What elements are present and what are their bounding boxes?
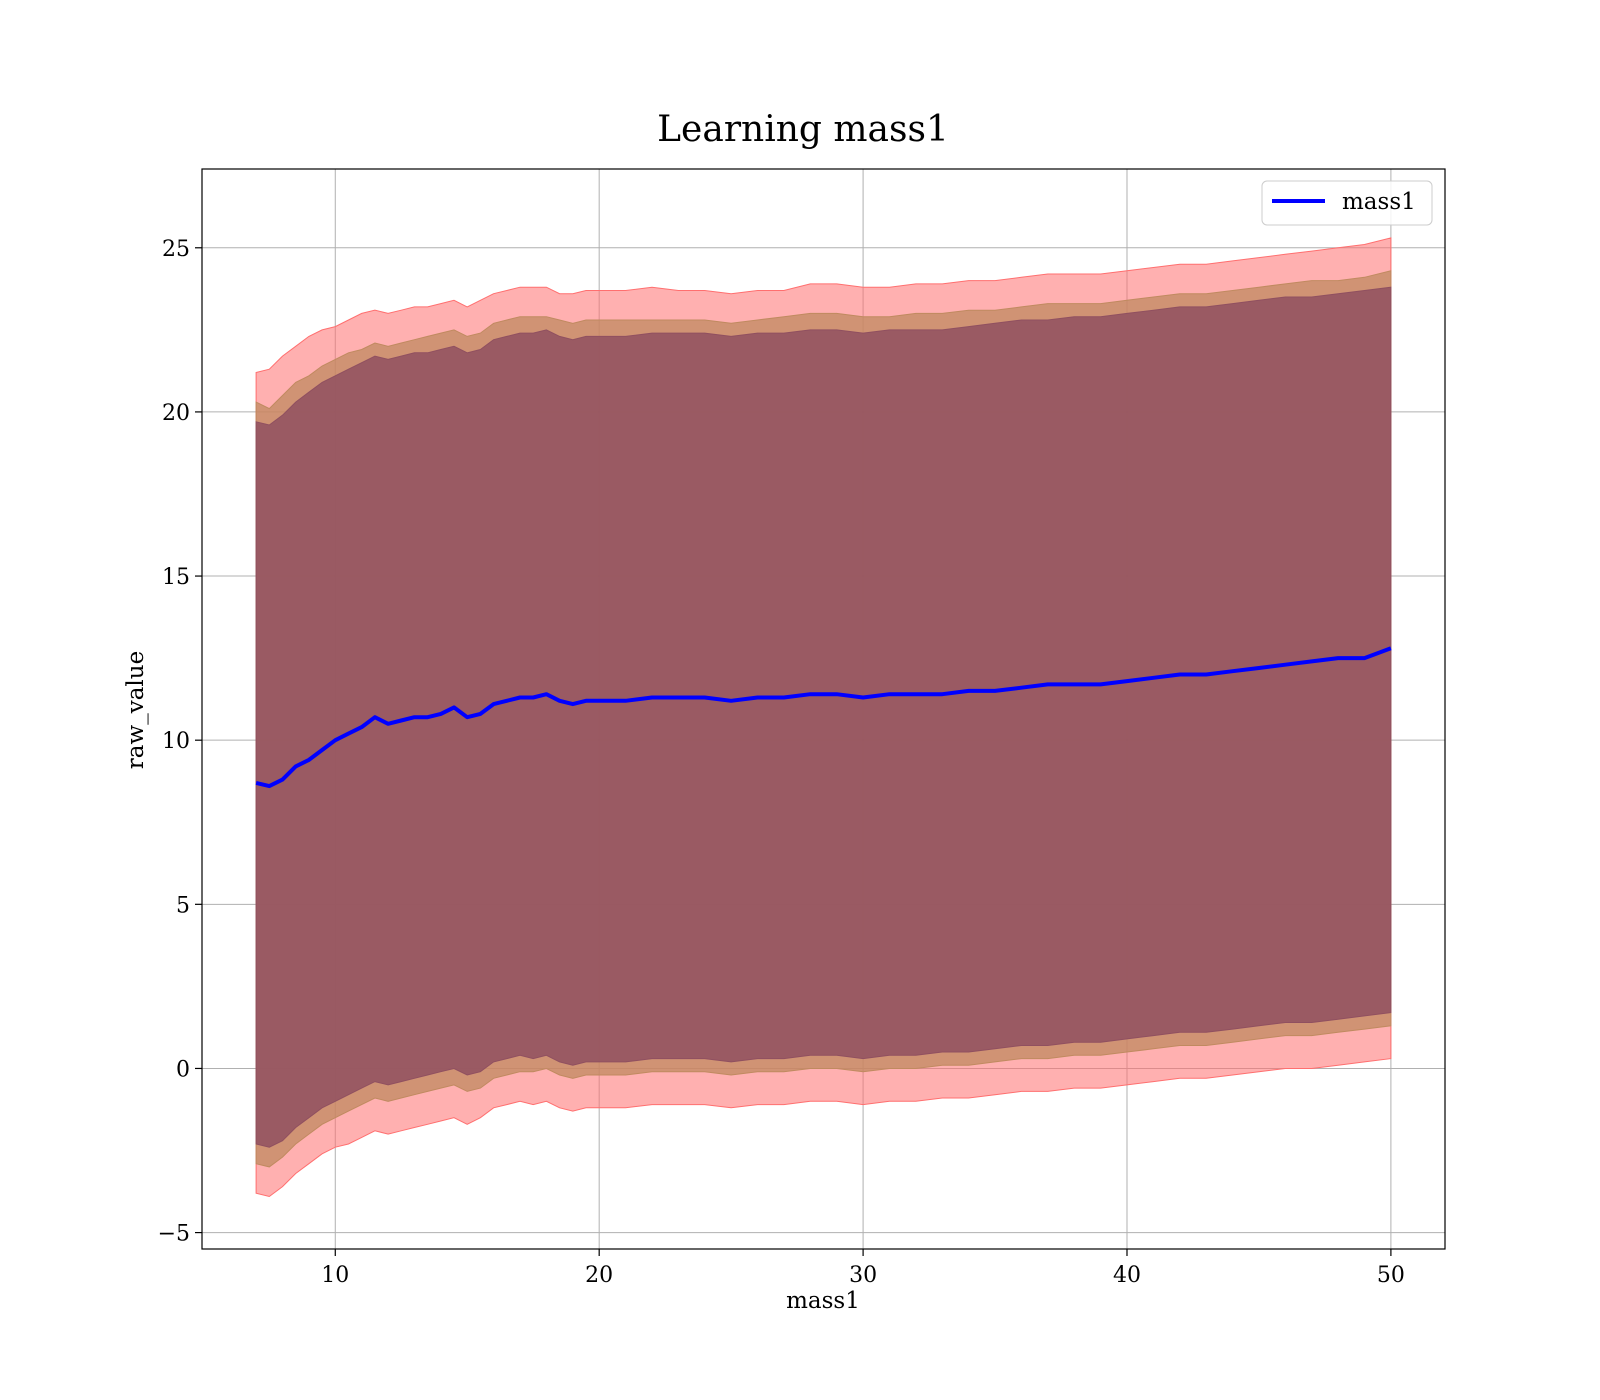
legend-box (1261, 180, 1433, 226)
y-tick-label: 10 (162, 729, 190, 754)
x-axis-label: mass1 (786, 1288, 860, 1314)
x-tick-label: 50 (1377, 1263, 1405, 1288)
confidence-bands (255, 237, 1392, 1198)
y-tick-label: −5 (158, 1222, 190, 1247)
series-lines (255, 646, 1392, 789)
y-tick-label: 5 (176, 893, 190, 918)
x-tick-label: 40 (1113, 1263, 1141, 1288)
legend-label-mass1: mass1 (1342, 189, 1416, 215)
series-line-mass1 (255, 646, 1392, 789)
legend: mass1 (1261, 180, 1433, 226)
y-tick-label: 25 (162, 237, 190, 262)
y-axis-ticks: −5 0 5 10 15 20 25 (158, 237, 202, 1247)
x-axis-ticks: 10 20 30 40 50 (321, 1249, 1405, 1288)
plot-area (201, 168, 1446, 1250)
y-axis-label: raw_value (123, 651, 149, 769)
confidence-band-3 (255, 286, 1392, 1148)
y-tick-label: 20 (162, 401, 190, 426)
x-tick-label: 30 (849, 1263, 877, 1288)
y-tick-label: 0 (176, 1057, 190, 1082)
plot-frame (201, 168, 1446, 1250)
x-tick-label: 10 (321, 1263, 349, 1288)
y-tick-label: 15 (162, 565, 190, 590)
x-tick-label: 20 (585, 1263, 613, 1288)
chart-title: Learning mass1 (657, 109, 949, 150)
